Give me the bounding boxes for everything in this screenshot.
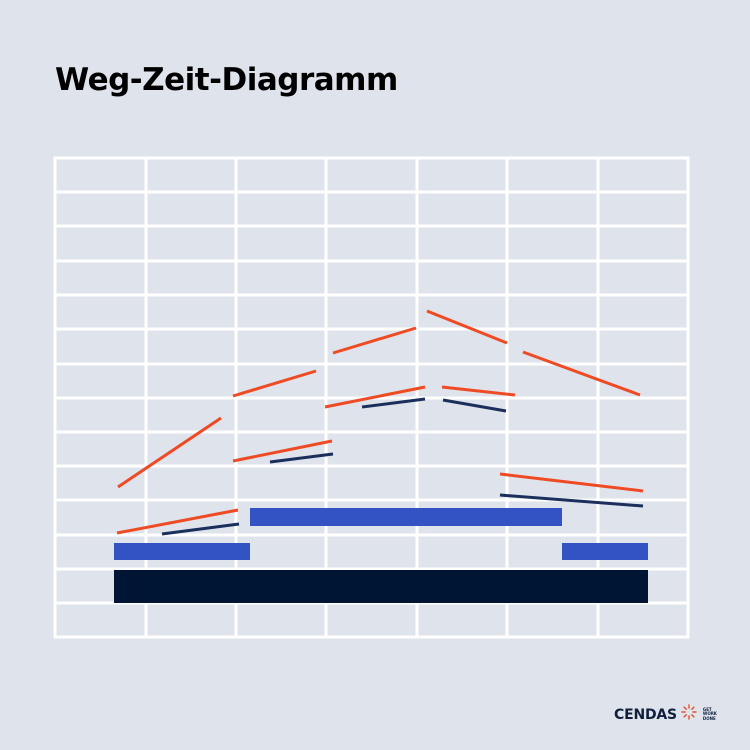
right-blue-bar [562, 543, 648, 560]
orange-segment [332, 326, 417, 355]
logo-tagline-line: GET [702, 706, 712, 712]
navy-segment [361, 397, 426, 409]
orange-segment [116, 508, 239, 535]
navy-segment [499, 493, 644, 508]
logo-tagline-line: WORK [702, 711, 717, 717]
base-bar [114, 570, 648, 603]
orange-paths [116, 309, 644, 535]
page-title: Weg-Zeit-Diagramm [55, 62, 398, 98]
middle-blue-bar [250, 508, 562, 526]
navy-paths [161, 397, 644, 536]
left-blue-bar [114, 543, 250, 560]
navy-segment [269, 452, 334, 464]
logo-tagline-line: DONE [702, 715, 716, 721]
orange-segment [499, 472, 644, 493]
orange-segment [232, 369, 317, 398]
cendas-logo: CENDAS GET WORK DONE [614, 704, 717, 725]
logo-tagline: GET WORK DONE [702, 706, 717, 721]
navy-segment [442, 398, 507, 413]
sunburst-icon [681, 704, 697, 725]
logo-wordmark: CENDAS [614, 706, 677, 723]
orange-segment [522, 350, 641, 397]
orange-segment [324, 385, 426, 409]
orange-segment [426, 309, 508, 345]
orange-segment [441, 385, 516, 397]
orange-segment [117, 416, 222, 489]
orange-segment [232, 439, 333, 463]
navy-segment [161, 522, 240, 536]
